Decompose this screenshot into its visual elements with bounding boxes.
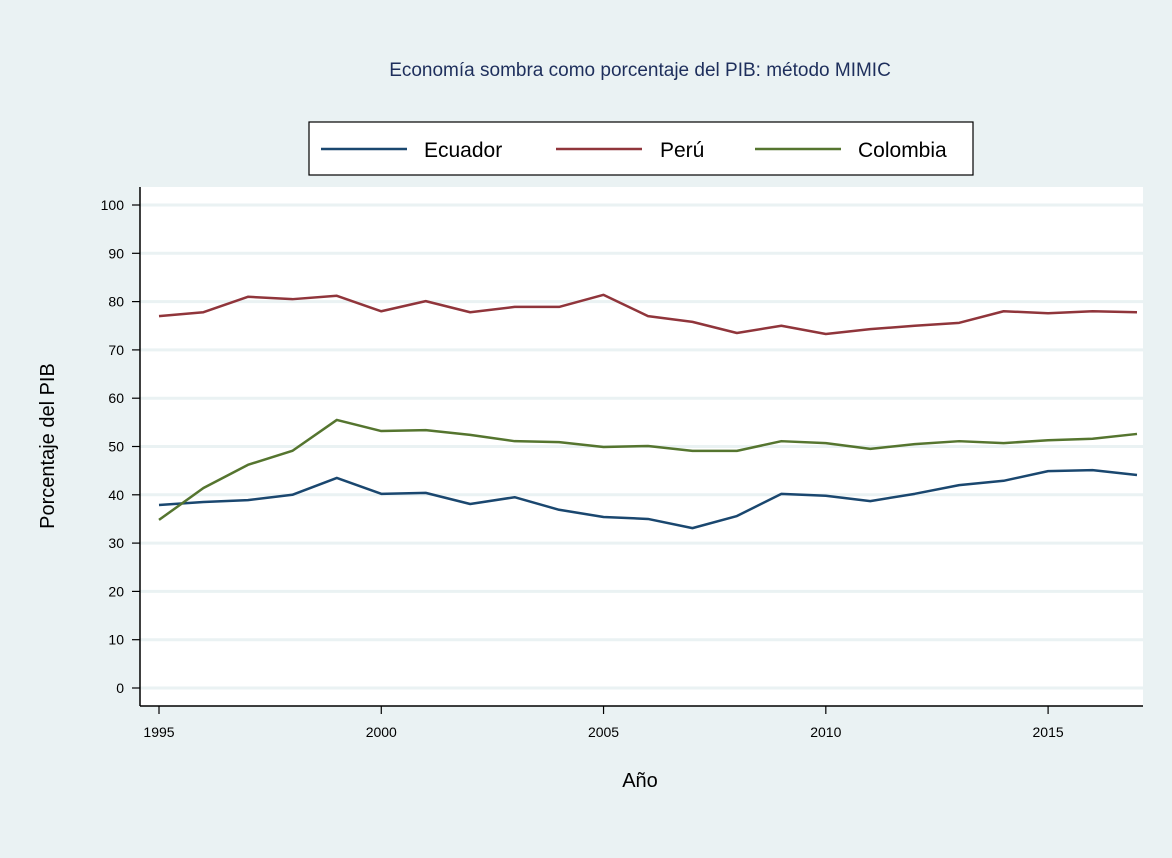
series-line-colombia [158, 418, 1138, 521]
y-tick-label: 80 [108, 294, 124, 310]
y-tick-label: 40 [108, 487, 124, 503]
y-tick-label: 60 [108, 390, 124, 406]
legend: Ecuador Perú Colombia [308, 121, 974, 176]
y-tick-label: 20 [108, 583, 124, 599]
legend-label-peru: Perú [660, 139, 704, 162]
y-tick-label: 0 [116, 680, 124, 696]
x-tick-label: 1995 [143, 724, 174, 740]
legend-label-colombia: Colombia [858, 139, 947, 162]
series-line-peru [158, 293, 1138, 336]
y-tick-label: 70 [108, 342, 124, 358]
x-tick-label: 2000 [366, 724, 397, 740]
legend-label-ecuador: Ecuador [424, 139, 502, 162]
y-tick-label: 100 [101, 197, 125, 213]
y-tick-label: 30 [108, 535, 124, 551]
x-tick-label: 2010 [810, 724, 841, 740]
y-axis-label: Porcentaje del PIB [37, 363, 59, 529]
series-line-ecuador [158, 468, 1138, 530]
y-tick-label: 50 [108, 439, 124, 455]
chart-title: Economía sombra como porcentaje del PIB:… [389, 60, 891, 81]
y-tick-label: 90 [108, 245, 124, 261]
x-tick-label: 2005 [588, 724, 619, 740]
x-tick-label: 2015 [1033, 724, 1064, 740]
x-axis-label: Año [622, 770, 658, 792]
y-tick-label: 10 [108, 632, 124, 648]
